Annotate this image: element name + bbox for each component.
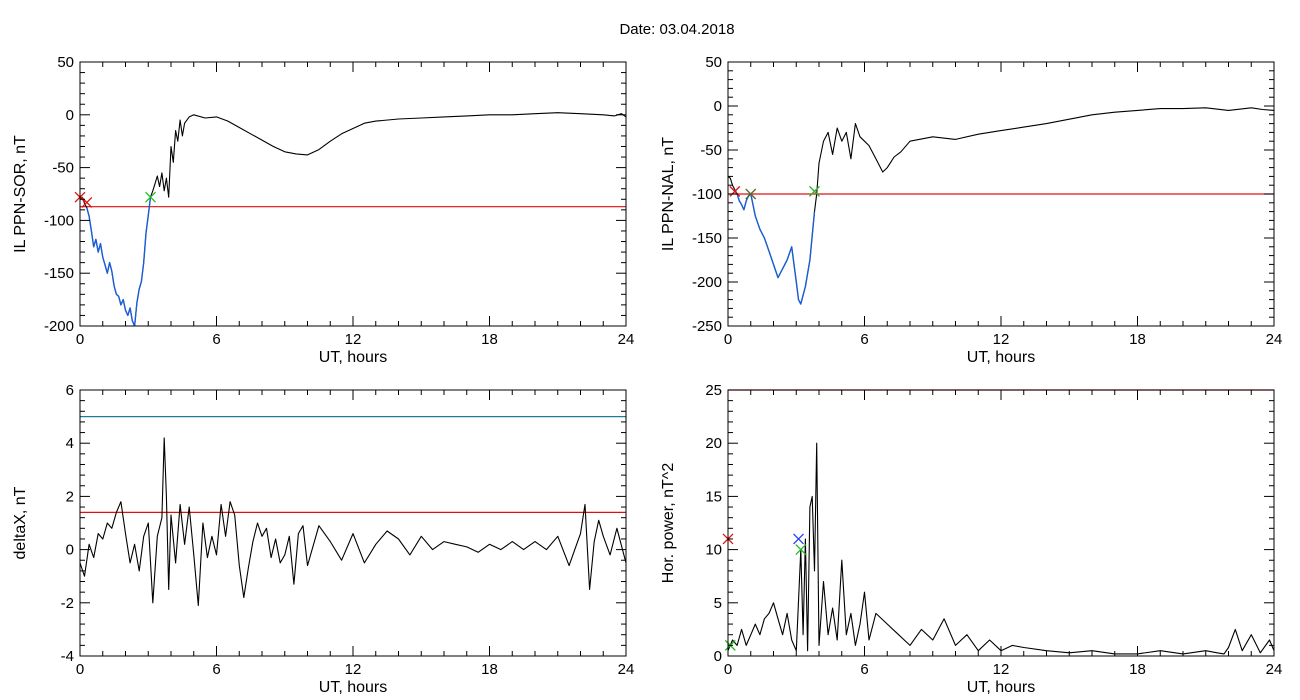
sor-ytick-label: -200 <box>44 318 74 335</box>
deltax-xtick-label: 18 <box>481 661 498 678</box>
nal-highlight-segment <box>734 189 816 305</box>
nal-marker-1 <box>745 188 757 200</box>
sor-ytick-label: -50 <box>52 160 74 177</box>
deltax-ytick-label: -4 <box>61 648 74 665</box>
sor-xtick-label: 18 <box>481 331 498 348</box>
nal-xtick-label: 12 <box>993 331 1010 348</box>
power-series-line <box>728 442 1274 655</box>
deltax-ytick-label: -2 <box>61 595 74 612</box>
panel-power: 0 6 12 18 24 25 20 15 10 5 0 UT, hours Hor. power, n… <box>660 382 1282 696</box>
power-marker-3 <box>795 544 807 556</box>
power-ytick-label: 25 <box>705 382 722 399</box>
power-ytick-label: 10 <box>705 542 722 559</box>
deltax-y-axis-title: deltaX, nT <box>12 486 29 559</box>
sor-ytick-label: -150 <box>44 265 74 282</box>
sor-y-axis-title: IL PPN-SOR, nT <box>12 135 29 253</box>
nal-xtick-label: 18 <box>1129 331 1146 348</box>
nal-ytick-label: 50 <box>705 54 722 71</box>
sor-ytick-label: 50 <box>57 54 74 71</box>
nal-ytick-label: -250 <box>692 318 722 335</box>
sor-xtick-label: 12 <box>345 331 362 348</box>
nal-xtick-label: 0 <box>724 331 732 348</box>
nal-ytick-label: 0 <box>714 98 722 115</box>
nal-x-axis-title: UT, hours <box>967 349 1035 366</box>
power-ytick-label: 0 <box>714 648 722 665</box>
deltax-xtick-label: 0 <box>76 661 84 678</box>
nal-ytick-label: -200 <box>692 274 722 291</box>
deltax-ytick-label: 0 <box>66 542 74 559</box>
nal-xtick-label: 24 <box>1266 331 1283 348</box>
nal-y-axis-title: IL PPN-NAL, nT <box>660 137 677 251</box>
deltax-xtick-label: 6 <box>212 661 220 678</box>
sor-highlight-segment <box>86 197 152 326</box>
nal-marker-0 <box>729 185 741 197</box>
nal-xtick-label: 6 <box>860 331 868 348</box>
panel-nal: 0 6 12 18 24 50 0 -50 -100 -150 -200 -250 UT, hours I… <box>660 54 1282 366</box>
panel-deltax: 0 6 12 18 24 6 4 2 0 -2 -4 UT, hours deltaX, nT <box>12 382 634 696</box>
figure-title: Date: 03.04.2018 <box>619 21 734 38</box>
power-ytick-label: 5 <box>714 595 722 612</box>
panel-sor: 0 6 12 18 24 50 0 -50 -100 -150 -200 UT, hours IL PP… <box>12 54 634 366</box>
deltax-xtick-label: 24 <box>618 661 635 678</box>
deltax-ytick-label: 4 <box>66 435 74 452</box>
power-ytick-label: 20 <box>705 435 722 452</box>
sor-ytick-label: -100 <box>44 212 74 229</box>
power-y-axis-title: Hor. power, nT^2 <box>660 463 677 584</box>
nal-ytick-label: -100 <box>692 186 722 203</box>
sor-xtick-label: 0 <box>76 331 84 348</box>
power-xtick-label: 18 <box>1129 661 1146 678</box>
nal-ytick-label: -150 <box>692 230 722 247</box>
nal-ytick-label: -50 <box>700 142 722 159</box>
power-x-axis-title: UT, hours <box>967 679 1035 696</box>
sor-xtick-label: 24 <box>618 331 635 348</box>
power-xtick-label: 0 <box>724 661 732 678</box>
nal-marker-2 <box>808 185 820 197</box>
deltax-ytick-label: 2 <box>66 488 74 505</box>
sor-marker-2 <box>145 191 156 203</box>
deltax-x-axis-title: UT, hours <box>319 679 387 696</box>
power-ytick-label: 15 <box>705 488 722 505</box>
power-marker-2 <box>793 533 804 545</box>
deltax-ytick-label: 6 <box>66 382 74 399</box>
sor-ytick-label: 0 <box>66 107 74 124</box>
deltax-xtick-label: 12 <box>345 661 362 678</box>
sor-x-axis-title: UT, hours <box>319 349 387 366</box>
power-xtick-label: 12 <box>993 661 1010 678</box>
deltax-series-line <box>80 437 626 607</box>
sor-xtick-label: 6 <box>212 331 220 348</box>
power-xtick-label: 6 <box>860 661 868 678</box>
power-xtick-label: 24 <box>1266 661 1283 678</box>
